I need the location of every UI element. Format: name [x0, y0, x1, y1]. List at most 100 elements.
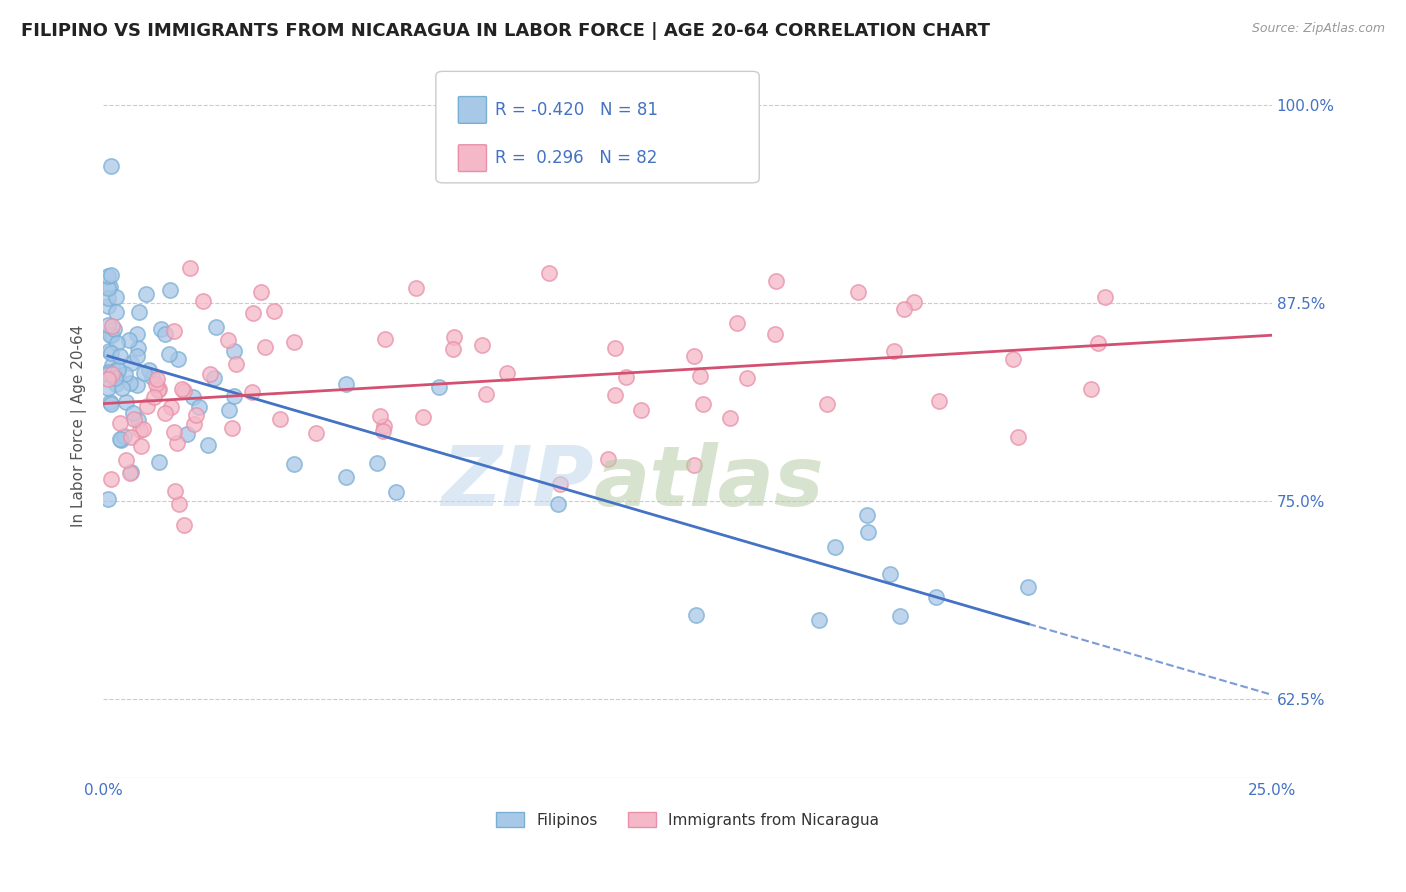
- Point: [928, 394, 950, 409]
- Point: [283, 335, 305, 350]
- Point: [120, 356, 142, 370]
- Point: [217, 333, 239, 347]
- Point: [122, 411, 145, 425]
- Point: [114, 367, 136, 381]
- Point: [263, 304, 285, 318]
- Point: [167, 497, 190, 511]
- Point: [218, 403, 240, 417]
- Point: [97, 291, 120, 305]
- Point: [254, 340, 277, 354]
- Point: [815, 397, 838, 411]
- Point: [146, 384, 169, 398]
- Point: [893, 301, 915, 316]
- Point: [763, 326, 786, 341]
- Text: FILIPINO VS IMMIGRANTS FROM NICARAGUA IN LABOR FORCE | AGE 20-64 CORRELATION CHA: FILIPINO VS IMMIGRANTS FROM NICARAGUA IN…: [21, 22, 990, 40]
- Point: [148, 455, 170, 469]
- Point: [100, 346, 122, 360]
- Point: [735, 371, 758, 385]
- Point: [441, 342, 464, 356]
- Point: [1017, 580, 1039, 594]
- Point: [283, 457, 305, 471]
- Point: [725, 316, 748, 330]
- Point: [181, 390, 204, 404]
- Point: [157, 347, 180, 361]
- Point: [97, 268, 120, 283]
- Point: [856, 508, 879, 522]
- Point: [366, 456, 388, 470]
- Point: [471, 338, 494, 352]
- Point: [305, 425, 328, 440]
- Point: [115, 453, 138, 467]
- Text: ZIP: ZIP: [441, 442, 595, 523]
- Point: [718, 411, 741, 425]
- Point: [107, 362, 129, 376]
- Point: [100, 159, 122, 173]
- Point: [110, 432, 132, 446]
- Point: [883, 343, 905, 358]
- Point: [118, 333, 141, 347]
- Point: [121, 406, 143, 420]
- Point: [405, 280, 427, 294]
- Point: [683, 458, 706, 473]
- Point: [110, 381, 132, 395]
- Point: [103, 322, 125, 336]
- Point: [108, 349, 131, 363]
- Point: [925, 590, 948, 604]
- Point: [97, 344, 120, 359]
- Point: [97, 280, 120, 294]
- Point: [100, 268, 122, 282]
- Point: [179, 261, 201, 276]
- Point: [125, 326, 148, 341]
- Point: [224, 343, 246, 358]
- Point: [105, 290, 128, 304]
- Point: [692, 397, 714, 411]
- Point: [105, 377, 128, 392]
- Point: [149, 321, 172, 335]
- Point: [138, 363, 160, 377]
- Point: [225, 357, 247, 371]
- Point: [384, 485, 406, 500]
- Point: [1007, 430, 1029, 444]
- Point: [105, 362, 128, 376]
- Point: [496, 366, 519, 380]
- Point: [129, 439, 152, 453]
- Point: [242, 305, 264, 319]
- Point: [143, 390, 166, 404]
- Point: [166, 435, 188, 450]
- Point: [846, 285, 869, 299]
- Point: [155, 406, 177, 420]
- Point: [685, 608, 707, 623]
- Point: [824, 541, 846, 555]
- Point: [598, 452, 620, 467]
- Point: [118, 467, 141, 481]
- Point: [108, 416, 131, 430]
- Point: [335, 377, 357, 392]
- Point: [153, 326, 176, 341]
- Legend: Filipinos, Immigrants from Nicaragua: Filipinos, Immigrants from Nicaragua: [491, 806, 884, 834]
- Point: [97, 371, 120, 385]
- Point: [97, 367, 120, 381]
- Point: [879, 567, 901, 582]
- Point: [98, 395, 121, 409]
- Point: [548, 476, 571, 491]
- Point: [101, 367, 124, 381]
- Point: [1087, 335, 1109, 350]
- Point: [173, 384, 195, 398]
- Point: [163, 484, 186, 499]
- Point: [141, 370, 163, 384]
- Point: [807, 613, 830, 627]
- Point: [603, 387, 626, 401]
- Point: [97, 365, 120, 379]
- Point: [135, 287, 157, 301]
- Point: [204, 371, 226, 385]
- Y-axis label: In Labor Force | Age 20-64: In Labor Force | Age 20-64: [72, 325, 87, 527]
- Point: [765, 274, 787, 288]
- Point: [104, 305, 127, 319]
- Point: [127, 412, 149, 426]
- Text: R = -0.420   N = 81: R = -0.420 N = 81: [495, 101, 658, 119]
- Point: [186, 409, 208, 423]
- Point: [889, 609, 911, 624]
- Point: [120, 430, 142, 444]
- Point: [368, 409, 391, 423]
- Point: [443, 330, 465, 344]
